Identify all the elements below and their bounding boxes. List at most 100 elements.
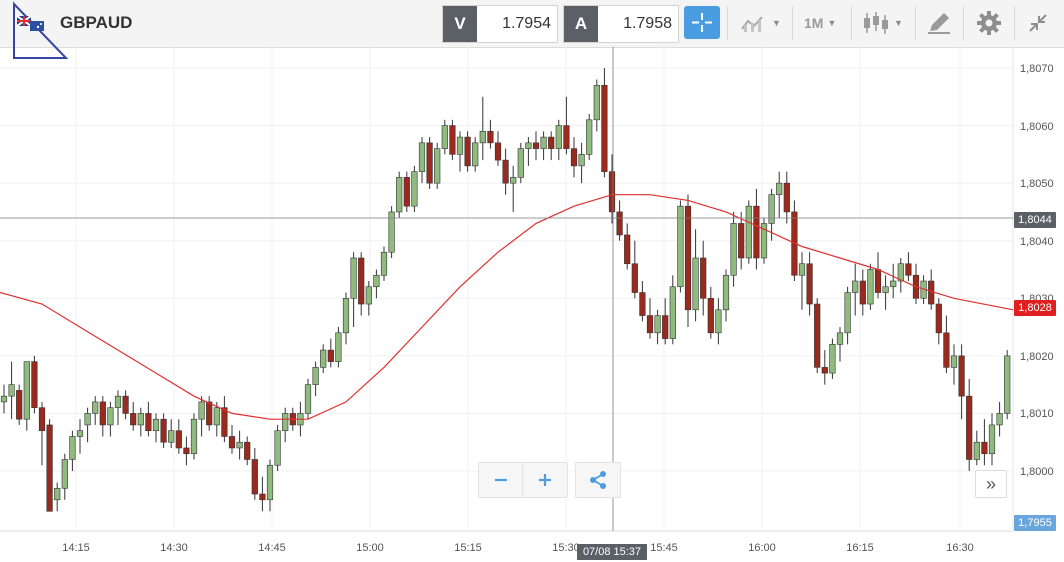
candle-bullish — [350, 257, 357, 299]
x-tick-label: 16:30 — [946, 542, 974, 554]
candle-bearish — [449, 125, 456, 155]
candle-bullish — [388, 211, 395, 253]
x-tick-label: 15:15 — [454, 542, 482, 554]
gear-icon — [977, 11, 1001, 35]
candle-bullish — [320, 349, 327, 368]
x-tick-label: 16:15 — [846, 542, 874, 554]
candle-bullish — [836, 332, 844, 345]
y-tick-label: 1,8070 — [1020, 63, 1054, 75]
candle-bearish — [821, 367, 828, 374]
candle-bearish — [502, 159, 509, 184]
candle-bullish — [479, 131, 486, 144]
last-price-tag: 1,7955 — [1014, 515, 1056, 531]
candle-bearish — [183, 447, 190, 455]
x-tick-label: 14:30 — [160, 542, 188, 554]
candle-bearish — [122, 395, 129, 414]
candle-bullish — [282, 413, 289, 431]
candle-bullish — [456, 136, 464, 155]
pencil-icon — [928, 13, 950, 34]
instrument-title: GBPAUD — [60, 13, 133, 32]
zoom-out-button[interactable] — [479, 463, 523, 497]
candle-bearish — [160, 418, 167, 443]
zoom-in-button[interactable] — [523, 463, 566, 497]
candle-bearish — [358, 257, 365, 305]
share-icon — [590, 471, 606, 489]
candle-bearish — [487, 131, 494, 144]
candle-bearish — [707, 297, 714, 334]
chart-indicators-button[interactable]: ▼ — [740, 6, 781, 40]
chevron-down-icon: ▼ — [827, 18, 837, 28]
y-tick-label: 1,8000 — [1020, 466, 1054, 478]
candle-bullish — [152, 418, 160, 431]
candle-bullish — [578, 154, 585, 167]
candle-bullish — [882, 286, 889, 293]
collapse-arrows-icon — [1029, 14, 1047, 32]
buy-price: 1.7958 — [623, 15, 672, 32]
x-tick-label: 14:45 — [258, 542, 286, 554]
candle-bullish — [61, 459, 68, 489]
toolbar-divider — [851, 6, 852, 40]
candle-bullish — [722, 274, 730, 311]
y-tick-label: 1,8060 — [1020, 121, 1054, 133]
candle-bearish — [753, 205, 760, 259]
candle-bearish — [874, 269, 882, 293]
candle-bullish — [510, 177, 517, 184]
x-tick-label: 15:00 — [356, 542, 384, 554]
price-chart[interactable] — [0, 47, 1064, 562]
candle-bullish — [23, 361, 30, 420]
candle-bearish — [684, 205, 692, 311]
sell-quote-button[interactable]: V 1.7954 — [442, 5, 558, 43]
candle-bullish — [236, 441, 243, 449]
candle-bearish — [38, 407, 46, 431]
collapse-button[interactable] — [1026, 6, 1050, 40]
toolbar-divider — [1014, 6, 1015, 40]
candle-bearish — [46, 424, 53, 512]
candle-bearish — [814, 303, 821, 368]
candle-bullish — [342, 297, 350, 334]
candle-bearish — [244, 441, 251, 460]
toolbar-divider — [915, 6, 916, 40]
timeframe-button[interactable]: 1M ▼ — [804, 6, 836, 40]
candle-bullish — [593, 84, 600, 121]
share-button[interactable] — [575, 462, 621, 498]
drawing-tools-button[interactable] — [926, 6, 952, 40]
candle-bullish — [950, 355, 958, 368]
settings-button[interactable] — [976, 6, 1002, 40]
chart-type-button[interactable]: ▼ — [862, 6, 903, 40]
candle-bullish — [8, 384, 15, 397]
candle-bearish — [464, 136, 471, 167]
candle-bullish — [0, 395, 8, 403]
crosshair-toggle-button[interactable] — [684, 6, 720, 39]
candle-bullish — [137, 413, 144, 426]
candle-bullish — [213, 407, 220, 426]
minus-icon — [494, 478, 507, 482]
candle-bullish — [517, 148, 524, 178]
double-chevron-right-icon: » — [985, 473, 996, 494]
candle-bearish — [145, 413, 152, 431]
candle-bearish — [859, 280, 866, 305]
plus-icon — [538, 474, 551, 486]
sell-price: 1.7954 — [502, 15, 551, 32]
candle-bullish — [760, 223, 768, 259]
candle-bullish — [852, 280, 859, 293]
candle-bullish — [54, 487, 61, 501]
candle-bearish — [958, 355, 965, 397]
candle-bearish — [16, 390, 23, 420]
candle-bullish — [677, 205, 684, 288]
scroll-to-latest-button[interactable]: » — [975, 470, 1007, 498]
candle-bearish — [616, 211, 623, 236]
candle-bearish — [327, 349, 334, 362]
candle-bullish — [168, 430, 175, 443]
buy-quote-button[interactable]: A 1.7958 — [563, 5, 679, 43]
candle-bullish — [396, 177, 403, 213]
candle-bullish — [190, 418, 198, 455]
candle-bearish — [175, 430, 182, 449]
candle-bullish — [776, 182, 783, 195]
chevron-down-icon: ▼ — [772, 18, 781, 28]
candle-bearish — [608, 171, 616, 213]
chevron-down-icon: ▼ — [894, 18, 903, 28]
candle-bearish — [806, 263, 813, 305]
candle-bullish — [69, 436, 76, 460]
x-tick-label: 16:00 — [748, 542, 776, 554]
x-tick-label: 14:15 — [62, 542, 90, 554]
